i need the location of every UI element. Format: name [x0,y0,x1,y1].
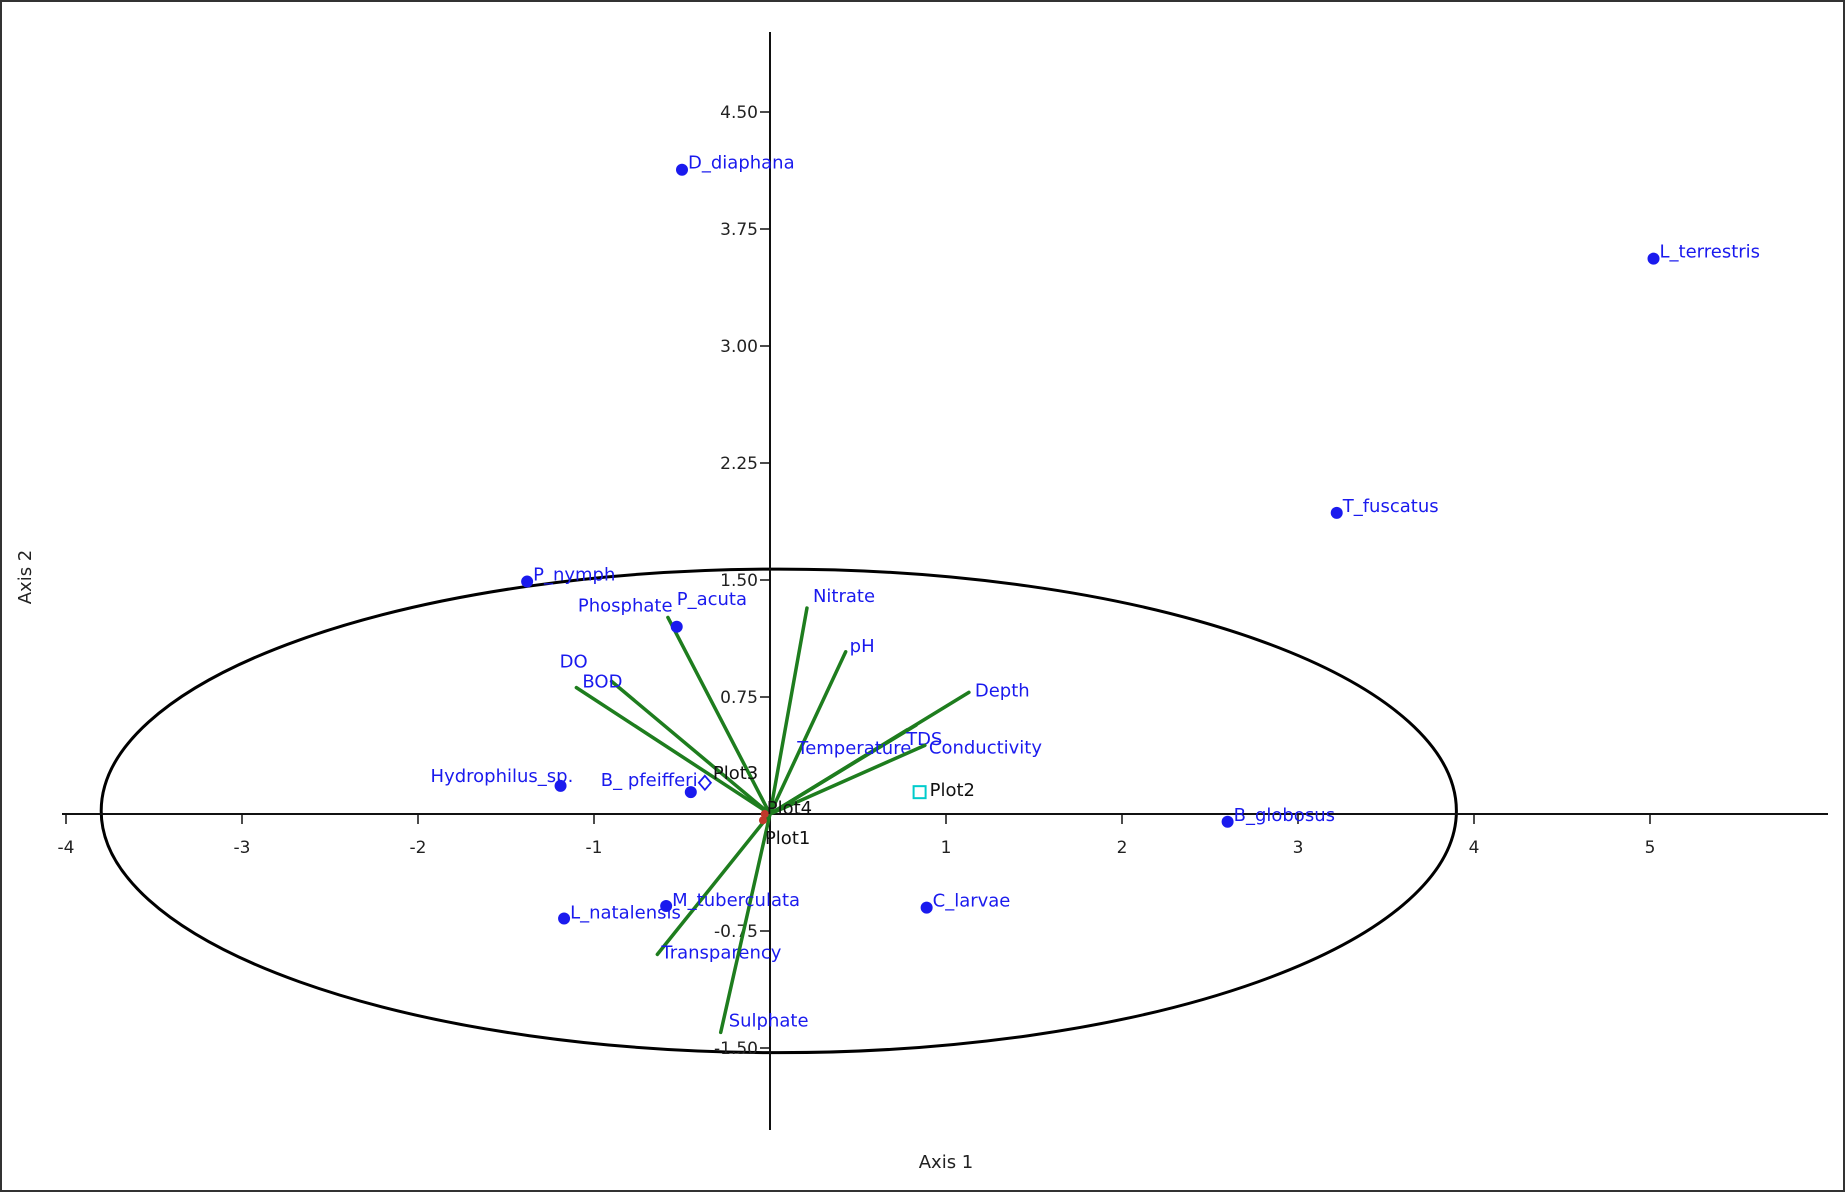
vector-sulphate [718,812,772,1035]
species-label: C_larvae [933,891,1011,912]
vector-label: Conductivity [929,737,1042,758]
vector-label: Sulphate [729,1010,809,1031]
species-label: P_acuta [677,589,747,610]
vector-label: DO [560,651,588,672]
y-tick-label: 1.50 [720,571,758,591]
vector-temperature [768,728,910,816]
species-point [684,786,697,799]
species-label: B_globosus [1234,805,1335,826]
x-tick-label: 3 [1293,838,1304,858]
x-tick-label: -2 [410,838,427,858]
y-axis-label: Axis 2 [15,550,36,605]
x-axis-label: Axis 1 [919,1152,974,1173]
x-tick-label: 4 [1469,838,1480,858]
x-tick-label: 5 [1645,838,1656,858]
species-label: Hydrophilus_sp. [431,766,574,787]
plot-label: Plot3 [713,763,758,784]
vector-label: Nitrate [813,586,875,607]
species-point [521,575,534,588]
x-tick-label: 2 [1117,838,1128,858]
species-point [670,620,683,633]
vector-label: Transparency [660,942,781,963]
vector-label: pH [850,636,875,657]
vector-ph [768,650,848,816]
y-tick-label: 3.00 [720,337,758,357]
confidence-ellipse [99,567,1458,1055]
species-point [660,900,673,913]
vector-transparency [655,812,772,957]
species-point [1221,815,1234,828]
species-point [558,912,571,925]
y-tick-label: 4.50 [720,103,758,123]
plot-label: Plot1 [765,828,810,849]
vector-phosphate [666,615,772,816]
plot-marker [760,810,769,818]
plot-label: Plot2 [930,780,975,801]
plot-marker [912,785,927,800]
plot-label: Plot4 [767,798,812,819]
species-label: B_ pfeifferi [601,770,698,791]
vector-label: Temperature [796,738,911,759]
species-point [1330,506,1343,519]
species-label: D_diaphana [688,153,795,174]
species-point [676,163,688,176]
vector-label: TDS [905,729,942,750]
plot-marker [697,774,713,792]
vector-label: Depth [975,680,1030,701]
vector-label: Phosphate [578,595,673,616]
species-label: M_tuberculata [672,890,800,911]
vector-conductivity [768,743,927,816]
species-point [1647,252,1660,265]
x-tick-label: 1 [941,838,952,858]
species-point [554,779,567,792]
x-tick-label: -1 [586,838,603,858]
species-label: P_nymph [533,565,615,586]
species-label: L_terrestris [1660,242,1761,263]
vector-label: BOD [582,672,622,693]
y-tick-label: -1.50 [714,1039,758,1059]
plot-marker [758,816,767,825]
x-tick-label: -3 [234,838,251,858]
vector-bod [574,685,772,816]
species-label: L_natalensis [570,903,681,924]
species-label: T_fuscatus [1342,496,1439,517]
x-tick-label: -4 [58,838,75,858]
y-tick-label: -0.75 [714,922,758,942]
y-tick-label: 0.75 [720,688,758,708]
species-point [920,901,933,914]
vector-nitrate [768,606,809,816]
y-tick-label: 3.75 [720,220,758,240]
y-tick-label: 2.25 [720,454,758,474]
vector-do [609,679,772,816]
